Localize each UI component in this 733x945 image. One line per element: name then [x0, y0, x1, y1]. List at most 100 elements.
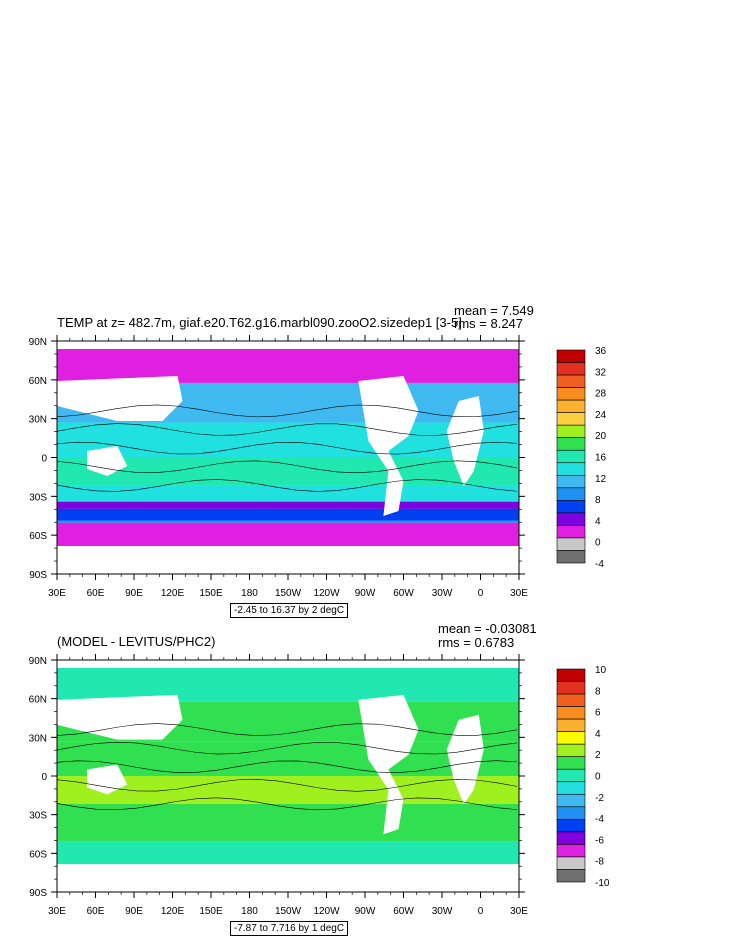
ocean-band [57, 347, 519, 383]
colorbar-cell [556, 706, 586, 720]
ocean-band [57, 666, 519, 702]
x-tick-label: 60W [393, 588, 414, 599]
colorbar-label: 4 [595, 516, 601, 527]
colorbar-cell [556, 387, 586, 401]
contour-line [56, 797, 518, 811]
colorbar-label: -10 [595, 878, 610, 889]
colorbar-cell [556, 487, 586, 501]
colorbar-cell [556, 512, 586, 526]
colorbar-cell [556, 362, 586, 376]
contour-line [56, 479, 518, 492]
colorbar-label: 8 [595, 495, 601, 506]
x-tick-label: 90E [125, 588, 143, 599]
colorbar-label: -2 [595, 793, 604, 804]
colorbar-label: -8 [595, 857, 604, 868]
colorbar-label: 6 [595, 708, 601, 719]
x-tick-label: 120W [313, 588, 340, 599]
y-tick-label: 0 [41, 454, 47, 465]
x-tick-label: 90E [125, 906, 143, 917]
ocean-band [57, 422, 519, 458]
colorbar-cell [556, 869, 586, 883]
x-tick-label: 30E [510, 588, 528, 599]
x-tick-label: 150E [199, 588, 223, 599]
y-tick-label: 90N [29, 656, 47, 667]
colorbar-cell [556, 793, 586, 808]
colorbar-label: -4 [595, 814, 604, 825]
x-tick-label: 60E [87, 906, 105, 917]
land-mass [57, 694, 183, 740]
panel1-title: TEMP at z= 482.7m, giaf.e20.T62.g16.marb… [57, 315, 462, 330]
x-tick-label: 0 [478, 588, 484, 599]
colorbar-cell [556, 412, 586, 426]
colorbar-label: -4 [595, 559, 604, 570]
colorbar-label: -6 [595, 835, 604, 846]
land-mass [446, 396, 484, 486]
x-tick-label: 150E [199, 906, 223, 917]
colorbar-cell [556, 668, 586, 682]
contour-line [56, 778, 518, 792]
ocean-band [57, 827, 519, 841]
land-mass [87, 764, 128, 795]
colorbar-label: 2 [595, 750, 601, 761]
x-tick-label: 180 [241, 588, 258, 599]
land-mass [57, 341, 519, 349]
x-tick-label: 30W [432, 588, 453, 599]
colorbar-label: 36 [595, 346, 607, 357]
y-tick-label: 60S [29, 531, 47, 542]
colorbar-cell [556, 500, 586, 514]
land-mass [57, 546, 519, 574]
x-tick-label: 0 [478, 906, 484, 917]
colorbar-label: 12 [595, 474, 607, 485]
ocean-band [57, 803, 519, 828]
colorbar-label: 8 [595, 686, 601, 697]
panel2-range: -7.87 to 7.716 by 1 degC [230, 921, 349, 936]
y-tick-label: 60S [29, 849, 47, 860]
panel1-rms: rms = 8.247 [454, 316, 524, 331]
land-mass [57, 864, 519, 892]
y-tick-label: 30S [29, 811, 47, 822]
colorbar-cell [556, 525, 586, 539]
y-tick-label: 90S [29, 570, 47, 581]
contour-line [56, 423, 518, 436]
colorbar-cell [556, 731, 586, 745]
colorbar-cell [556, 537, 586, 551]
contour-line [56, 741, 518, 755]
x-tick-label: 150W [275, 588, 302, 599]
colorbar-cell [556, 856, 586, 870]
map-panel-1: 30E 60E 90E 120E 150E 180 150W 120W 90W 60W 30W 0 30… [29, 335, 607, 599]
colorbar-cell [556, 462, 586, 476]
colorbar-cell [556, 831, 586, 845]
contour-line [56, 723, 518, 736]
contour-line [56, 404, 518, 418]
colorbar-cell [556, 681, 586, 695]
contour-line [56, 760, 518, 773]
x-tick-label: 60W [393, 906, 414, 917]
x-tick-label: 120W [313, 906, 340, 917]
colorbar-cell [556, 399, 586, 413]
colorbar-label: 10 [595, 665, 607, 676]
x-tick-label: 120E [161, 906, 185, 917]
contour-line [56, 441, 518, 455]
panel2-mean: mean = -0.03081 [438, 621, 537, 636]
x-tick-label: 90W [355, 906, 376, 917]
colorbar-cell [556, 437, 586, 451]
y-tick-label: 90N [29, 337, 47, 348]
ocean-band [57, 741, 519, 776]
colorbar-cell [556, 449, 586, 464]
x-tick-label: 30W [432, 906, 453, 917]
map-panel-2: 30E 60E 90E 120E 150E 180 150W 120W 90W 60W 30W 0 30… [29, 654, 610, 917]
colorbar-label: 32 [595, 367, 607, 378]
colorbar-cell [556, 844, 586, 858]
colorbar-cell [556, 424, 586, 439]
land-mass [57, 376, 183, 421]
colorbar-label: 20 [595, 431, 607, 442]
colorbar-label: 16 [595, 453, 607, 464]
y-tick-label: 90S [29, 888, 47, 899]
y-tick-label: 60N [29, 376, 47, 387]
x-tick-label: 30E [510, 906, 528, 917]
colorbar-label: 0 [595, 772, 601, 783]
colorbar-label: 24 [595, 410, 607, 421]
colorbar-cell [556, 550, 586, 564]
colorbar-cell [556, 743, 586, 758]
colorbar-cell [556, 474, 586, 489]
